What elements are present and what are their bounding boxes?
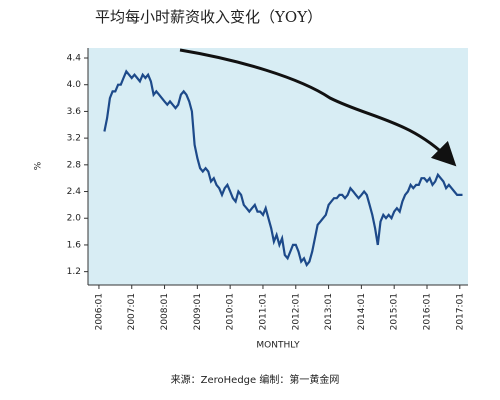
data-line [103,69,463,268]
x-tick-label: 2008:01 [160,293,170,330]
trend-arrow [179,48,457,167]
y-tick-label: 4.4 [67,54,82,64]
x-tick-label: 2007:01 [127,293,137,330]
y-tick-label: 4.0 [67,80,82,90]
marks: 1.2 1.6 2.0 2.4 2.8 3.2 3.6 4.0 4.4 2006:01 2007:0… [67,48,468,330]
x-tick-label: 2016:01 [422,293,432,330]
y-tick-label: 2.4 [67,187,82,197]
plot-area [88,48,468,285]
x-tick-label: 2017:01 [455,293,465,330]
x-tick-label: 2013:01 [324,293,334,330]
y-tick-label: 1.6 [67,240,82,250]
y-axis-label: % [34,161,44,170]
y-tick-label: 1.2 [67,267,81,277]
y-tick-label: 2.8 [67,160,82,170]
x-tick-label: 2014:01 [357,293,367,330]
y-tick-label: 3.2 [67,134,81,144]
y-tick-label: 3.6 [67,107,82,117]
x-tick-label: 2011:01 [258,293,268,330]
y-tick-label: 2.0 [67,214,82,224]
source-note: 来源：ZeroHedge 编制：第一黄金网 [171,373,340,386]
x-tick-label: 2010:01 [226,293,236,330]
x-tick-label: 2006:01 [94,293,104,330]
chart-title: 平均每小时薪资收入变化（YOY） [95,8,322,26]
x-tick-label: 2012:01 [291,293,301,330]
x-axis-label: MONTHLY [256,341,300,351]
x-tick-label: 2015:01 [390,293,400,330]
x-tick-label: 2009:01 [193,293,203,330]
